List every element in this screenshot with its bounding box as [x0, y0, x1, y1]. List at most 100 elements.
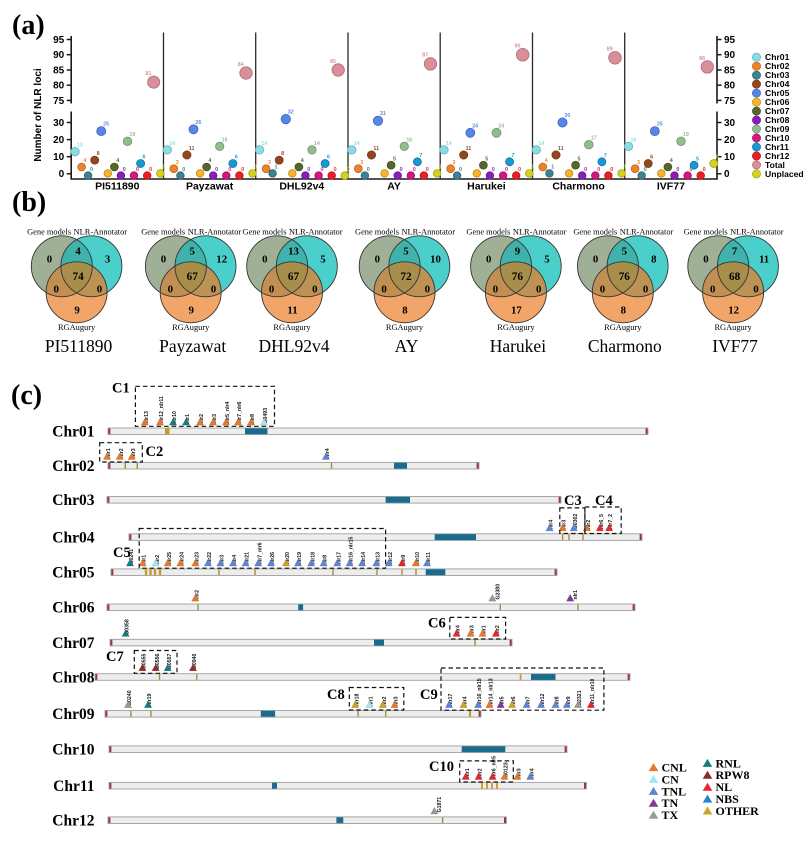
svg-text:0: 0	[584, 167, 587, 173]
svg-text:C2: C2	[146, 444, 164, 460]
svg-text:4: 4	[301, 158, 304, 164]
svg-text:1: 1	[551, 165, 554, 171]
svg-text:RGAugury: RGAugury	[172, 323, 210, 332]
svg-text:95: 95	[53, 35, 65, 46]
svg-text:7: 7	[419, 153, 422, 159]
svg-text:14: 14	[538, 141, 544, 147]
svg-text:90: 90	[515, 44, 521, 50]
svg-text:90: 90	[53, 50, 65, 61]
svg-text:nlr19: nlr19	[297, 552, 303, 565]
svg-text:nlr1: nlr1	[369, 696, 375, 706]
svg-text:Chr05: Chr05	[765, 88, 790, 98]
svg-text:85: 85	[724, 65, 736, 76]
svg-text:95: 95	[724, 35, 736, 46]
svg-text:C10: C10	[429, 759, 454, 775]
svg-text:26: 26	[195, 120, 201, 126]
svg-text:25: 25	[103, 122, 109, 128]
svg-text:0: 0	[334, 167, 337, 173]
svg-text:G2380: G2380	[496, 584, 502, 600]
svg-text:10: 10	[53, 152, 65, 163]
svg-text:nlr6_nlr5: nlr6_nlr5	[492, 756, 498, 778]
svg-text:Chr06: Chr06	[52, 600, 94, 617]
svg-text:5: 5	[485, 156, 488, 162]
svg-text:14: 14	[446, 141, 452, 147]
svg-text:3: 3	[105, 254, 111, 266]
svg-text:13: 13	[288, 246, 299, 258]
svg-text:nlr14: nlr14	[361, 552, 367, 565]
svg-text:11: 11	[189, 146, 195, 152]
svg-text:1: 1	[624, 165, 627, 171]
svg-text:G0556: G0556	[155, 654, 161, 670]
svg-text:6: 6	[143, 155, 146, 161]
svg-text:G0557: G0557	[167, 654, 173, 670]
svg-text:NLR-Annotator: NLR-Annotator	[402, 228, 456, 237]
svg-text:nlr7_nlr6: nlr7_nlr6	[237, 401, 243, 423]
svg-text:Gene models: Gene models	[573, 228, 617, 237]
svg-text:nlr2: nlr2	[495, 625, 501, 635]
svg-text:G1871: G1871	[437, 797, 443, 813]
svg-text:72: 72	[400, 271, 412, 283]
svg-text:11: 11	[466, 146, 472, 152]
svg-text:Gene models: Gene models	[243, 228, 287, 237]
svg-text:0: 0	[367, 167, 370, 173]
svg-text:Chr04: Chr04	[52, 530, 94, 547]
svg-text:nlr14_nlr13: nlr14_nlr13	[489, 678, 495, 706]
svg-text:3: 3	[360, 160, 363, 166]
svg-text:Payzawat: Payzawat	[186, 181, 234, 193]
svg-text:nlr13: nlr13	[375, 552, 381, 565]
svg-text:87: 87	[422, 53, 428, 59]
svg-text:0: 0	[59, 169, 65, 180]
svg-text:4: 4	[75, 246, 81, 258]
svg-text:9: 9	[188, 305, 194, 317]
svg-text:AY: AY	[387, 181, 401, 193]
svg-text:nlr7_2: nlr7_2	[608, 514, 614, 529]
svg-text:16: 16	[406, 137, 412, 143]
svg-text:RGAugury: RGAugury	[58, 323, 96, 332]
svg-text:RGAugury: RGAugury	[273, 323, 311, 332]
svg-text:1: 1	[439, 165, 442, 171]
svg-text:C5: C5	[113, 545, 131, 561]
svg-text:nlr2: nlr2	[194, 590, 200, 600]
svg-text:0: 0	[97, 284, 102, 296]
svg-text:nlr1: nlr1	[185, 414, 191, 424]
svg-text:4: 4	[670, 158, 673, 164]
svg-text:nlr3: nlr3	[394, 696, 400, 706]
svg-text:24: 24	[472, 123, 478, 129]
svg-text:Chr07: Chr07	[52, 635, 94, 652]
svg-text:nlr12: nlr12	[388, 552, 394, 565]
svg-text:68: 68	[729, 271, 741, 283]
svg-text:8: 8	[651, 254, 657, 266]
svg-text:nlr22: nlr22	[207, 552, 213, 565]
svg-text:C6: C6	[428, 616, 446, 632]
svg-text:12: 12	[728, 305, 739, 317]
svg-text:RPW8: RPW8	[716, 768, 750, 782]
svg-text:nlr8: nlr8	[250, 414, 256, 424]
svg-text:5: 5	[696, 156, 699, 162]
svg-text:NL: NL	[716, 780, 733, 794]
svg-text:14: 14	[261, 141, 267, 147]
svg-text:0: 0	[493, 284, 498, 296]
svg-text:17: 17	[511, 305, 522, 317]
svg-text:11: 11	[558, 146, 564, 152]
svg-text:nlr4: nlr4	[456, 625, 462, 635]
svg-text:0: 0	[505, 167, 508, 173]
svg-text:1: 1	[275, 165, 278, 171]
svg-text:Gene models: Gene models	[355, 228, 399, 237]
svg-text:0: 0	[413, 167, 416, 173]
svg-text:14: 14	[354, 141, 360, 147]
svg-text:75: 75	[724, 96, 736, 107]
svg-text:0: 0	[425, 284, 430, 296]
svg-text:NLR-Annotator: NLR-Annotator	[513, 228, 567, 237]
svg-text:0: 0	[644, 167, 647, 173]
svg-text:nlr9: nlr9	[401, 555, 407, 565]
svg-text:Payzawat: Payzawat	[159, 336, 226, 356]
svg-text:nlr16_nlr15: nlr16_nlr15	[349, 537, 355, 565]
svg-text:nlr2: nlr2	[199, 414, 205, 424]
svg-text:G0240: G0240	[127, 690, 133, 706]
svg-text:nlr4: nlr4	[529, 768, 535, 778]
svg-text:89: 89	[607, 47, 613, 53]
svg-text:30: 30	[53, 118, 65, 129]
svg-text:Harukei: Harukei	[490, 336, 547, 356]
svg-text:0: 0	[90, 167, 93, 173]
svg-text:0: 0	[123, 167, 126, 173]
